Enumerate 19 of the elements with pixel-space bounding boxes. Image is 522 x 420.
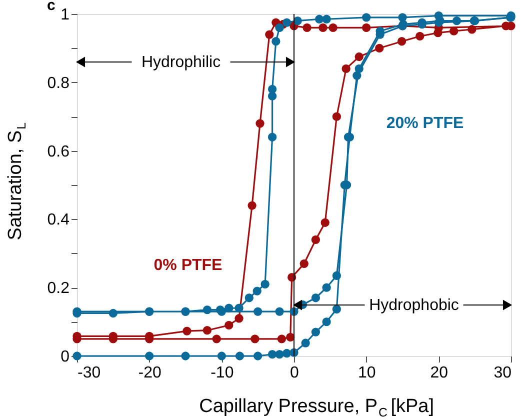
x-tick-label: -30 [78,364,101,382]
y-tick-label: 0.4 [47,212,70,229]
x-tick-label: -10 [210,364,234,382]
annotation: Hydrophobic [369,297,459,314]
x-tick-label: 10 [358,364,376,382]
y-tick-label: 0.8 [47,74,70,92]
series-label: 0% PTFE [154,257,223,274]
x-tick-label: 0 [290,364,300,382]
text: 20% PTFE [386,115,464,132]
annotation: Hydrophilic [141,54,221,71]
y-axis-title: Saturation, SL [5,122,29,240]
y-tick-label: 0.6 [47,143,70,160]
chart-title: c [47,0,56,14]
x-tick-label: 20 [430,364,448,382]
y-tick-label: 0.2 [47,280,70,298]
x-tick-label: 30 [494,364,512,382]
y-tick-label: 1 [60,6,70,24]
y-tick-label: 0 [60,348,70,366]
x-tick-label: -20 [138,364,162,382]
